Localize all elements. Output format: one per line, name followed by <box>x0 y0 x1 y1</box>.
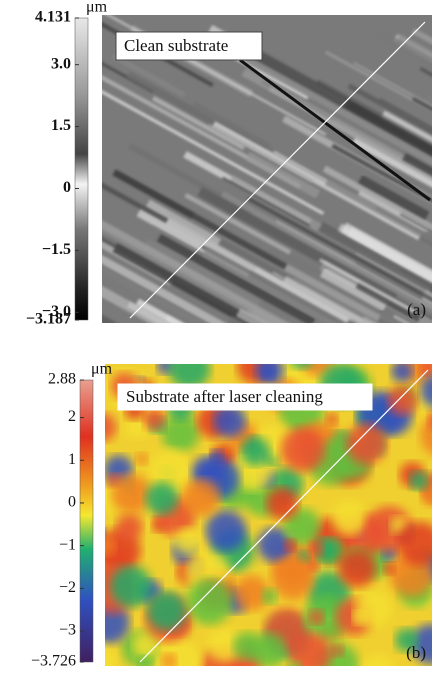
texture <box>332 500 367 535</box>
tick-label: −3.187 <box>26 311 71 328</box>
texture <box>94 528 106 540</box>
texture <box>281 427 325 471</box>
tick-label: 1 <box>68 451 76 468</box>
tick-label: −3 <box>59 622 76 639</box>
texture <box>116 513 143 540</box>
texture <box>241 437 270 466</box>
figure: μm4.1313.01.50−1.5−3.0−3.187Clean substr… <box>0 0 438 674</box>
panel-tag: (a) <box>407 300 426 319</box>
texture <box>346 423 387 464</box>
tick-label: 4.131 <box>35 9 71 26</box>
tick-label: −3.726 <box>31 653 76 670</box>
tick-label: 0 <box>63 179 71 196</box>
texture <box>284 539 296 551</box>
texture <box>136 453 149 466</box>
texture <box>251 633 286 668</box>
texture <box>331 644 344 657</box>
texture <box>174 528 201 555</box>
colorbar-unit: μm <box>86 0 108 16</box>
texture <box>182 479 219 516</box>
texture <box>111 474 150 513</box>
texture <box>206 510 247 551</box>
tick-label: 2.88 <box>48 371 76 388</box>
tick-label: −1 <box>59 536 76 553</box>
texture <box>161 653 177 669</box>
texture <box>146 482 179 515</box>
texture <box>388 385 418 415</box>
texture <box>383 562 396 575</box>
texture <box>328 332 393 368</box>
texture <box>138 656 154 672</box>
colorbar <box>80 380 93 662</box>
panel-label: Substrate after laser cleaning <box>126 387 323 406</box>
tick-label: 1.5 <box>51 117 71 134</box>
tick-label: 3.0 <box>51 55 71 72</box>
texture <box>110 566 152 608</box>
texture <box>288 343 314 369</box>
texture <box>187 579 233 625</box>
texture <box>262 366 275 379</box>
texture <box>272 558 314 600</box>
texture <box>289 633 331 674</box>
texture <box>355 590 392 627</box>
colorbar-unit: μm <box>91 361 113 378</box>
texture <box>391 361 413 383</box>
colorbar <box>75 18 88 320</box>
tick-label: 2 <box>68 408 76 425</box>
texture <box>309 610 324 625</box>
texture <box>261 588 277 604</box>
tick-label: −2 <box>59 579 76 596</box>
texture <box>147 591 186 630</box>
panel-tag: (b) <box>406 643 426 662</box>
texture <box>91 417 104 430</box>
texture <box>338 549 376 587</box>
texture <box>143 408 165 430</box>
texture <box>409 471 428 490</box>
texture <box>169 348 211 390</box>
texture <box>266 487 298 519</box>
panel-label: Clean substrate <box>124 36 228 55</box>
texture <box>309 542 324 557</box>
texture <box>420 359 437 376</box>
texture <box>95 536 115 556</box>
tick-label: 0 <box>68 494 76 511</box>
tick-label: −1.5 <box>42 241 71 258</box>
